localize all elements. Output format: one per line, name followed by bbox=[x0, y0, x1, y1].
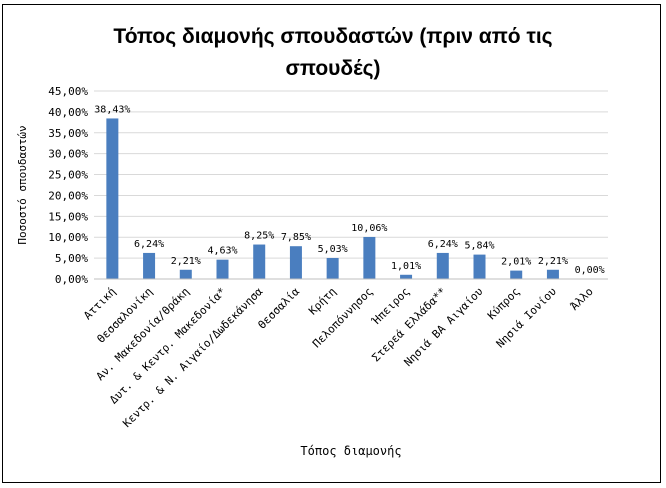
y-tick-label: 15,00% bbox=[48, 210, 88, 223]
data-label: 6,24% bbox=[134, 239, 164, 250]
data-label: 0,00% bbox=[575, 265, 605, 276]
bar bbox=[179, 269, 192, 279]
data-label: 5,03% bbox=[318, 244, 348, 255]
y-tick-label: 40,00% bbox=[48, 106, 88, 119]
data-label: 4,63% bbox=[207, 246, 237, 257]
x-tick-label: Άλλο bbox=[568, 285, 596, 313]
bar bbox=[289, 246, 302, 279]
x-tick-label: Κύπρος bbox=[485, 285, 522, 322]
y-tick-label: 45,00% bbox=[48, 85, 88, 98]
data-label: 7,85% bbox=[281, 232, 311, 243]
bar bbox=[143, 252, 156, 279]
value-labels: 38,43% 6,24% 2,21% 4,63% 8,25% 7,85% 5,03%10,0… bbox=[94, 104, 604, 276]
y-tick-label: 35,00% bbox=[48, 127, 88, 140]
bar bbox=[106, 118, 119, 279]
bar bbox=[473, 254, 486, 279]
data-label: 2,01% bbox=[501, 257, 531, 268]
y-tick-label: 5,00% bbox=[55, 252, 88, 265]
y-tick-label: 25,00% bbox=[48, 169, 88, 182]
bar bbox=[436, 252, 449, 279]
x-axis-title: Τόπος διαμονής bbox=[300, 444, 401, 458]
data-label: 8,25% bbox=[244, 231, 274, 242]
y-tick-label: 20,00% bbox=[48, 189, 88, 202]
data-label: 2,21% bbox=[538, 256, 568, 267]
gridlines bbox=[94, 90, 608, 259]
x-tick-label: Κρήτη bbox=[306, 285, 339, 318]
bar bbox=[253, 244, 266, 279]
data-label: 10,06% bbox=[351, 223, 387, 234]
y-tick-label: 30,00% bbox=[48, 148, 88, 161]
y-axis-ticks: 0,00% 5,00% 10,00% 15,00% 20,00% 25,00% 30,00%… bbox=[48, 85, 88, 286]
bar bbox=[510, 270, 523, 279]
bar bbox=[363, 236, 376, 279]
data-label: 38,43% bbox=[94, 104, 130, 115]
y-tick-label: 10,00% bbox=[48, 231, 88, 244]
y-axis-title: Ποσοστό σπουδαστών bbox=[16, 125, 29, 244]
data-label: 1,01% bbox=[391, 261, 421, 272]
bars bbox=[106, 118, 559, 279]
bar bbox=[546, 269, 559, 279]
data-label: 2,21% bbox=[171, 256, 201, 267]
bar bbox=[400, 274, 413, 279]
y-tick-label: 0,00% bbox=[55, 273, 88, 286]
chart-title: Τόπος διαμονής σπουδαστών (πριν από τις … bbox=[113, 25, 553, 80]
data-label: 6,24% bbox=[428, 239, 458, 250]
bar bbox=[216, 259, 229, 279]
x-tick-label: Αττική bbox=[81, 285, 118, 322]
data-label: 5,84% bbox=[464, 241, 494, 252]
bar bbox=[326, 257, 339, 279]
